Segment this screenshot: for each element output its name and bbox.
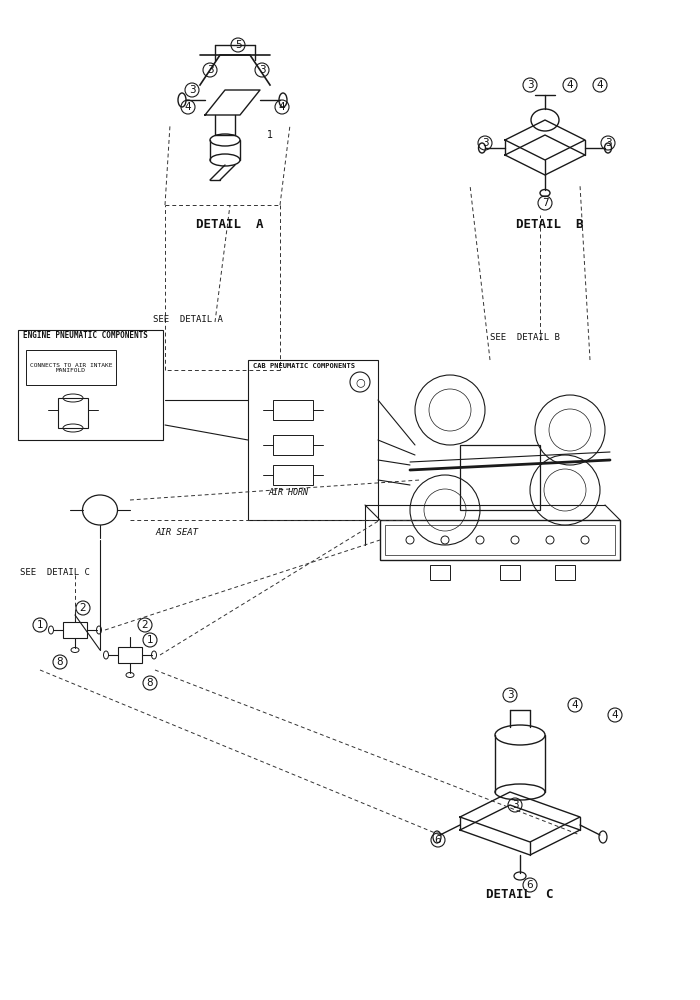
Text: ○: ○: [355, 377, 365, 387]
Text: 3: 3: [605, 138, 611, 148]
Text: 3: 3: [206, 65, 214, 75]
Text: SEE  DETAIL B: SEE DETAIL B: [490, 333, 560, 342]
Text: AIR SEAT: AIR SEAT: [155, 528, 198, 537]
Bar: [18, 330, 163, 440]
Bar: [430, 565, 450, 580]
Text: 4: 4: [185, 102, 191, 112]
Text: 1: 1: [147, 635, 153, 645]
Bar: [273, 435, 313, 455]
Text: 2: 2: [80, 603, 86, 613]
Text: 6: 6: [526, 880, 533, 890]
Bar: [385, 525, 615, 555]
Text: CAB PNEUMATIC COMPONENTS: CAB PNEUMATIC COMPONENTS: [253, 363, 355, 369]
Bar: [380, 520, 620, 560]
Text: 1: 1: [267, 130, 273, 140]
Text: 4: 4: [612, 710, 618, 720]
Bar: [248, 360, 378, 520]
Text: 8: 8: [57, 657, 63, 667]
Bar: [273, 465, 313, 485]
Text: SEE  DETAIL C: SEE DETAIL C: [20, 568, 90, 577]
Text: 3: 3: [512, 800, 518, 810]
Text: AIR HORN: AIR HORN: [268, 488, 308, 497]
Text: 3: 3: [507, 690, 513, 700]
Text: 4: 4: [279, 102, 286, 112]
Text: 6: 6: [435, 835, 441, 845]
Bar: [500, 565, 520, 580]
Text: 3: 3: [189, 85, 195, 95]
Text: 2: 2: [141, 620, 148, 630]
Text: 5: 5: [234, 40, 241, 50]
Text: 4: 4: [567, 80, 573, 90]
Text: 4: 4: [572, 700, 578, 710]
Text: CONNECTS TO AIR INTAKE
MANIFOLD: CONNECTS TO AIR INTAKE MANIFOLD: [29, 363, 112, 373]
Text: 4: 4: [596, 80, 603, 90]
Bar: [63, 622, 87, 638]
Bar: [460, 445, 540, 510]
Text: DETAIL  C: DETAIL C: [486, 888, 554, 902]
Text: 7: 7: [542, 198, 548, 208]
Bar: [118, 647, 142, 663]
Text: 3: 3: [482, 138, 489, 148]
Text: 3: 3: [259, 65, 265, 75]
Bar: [555, 565, 575, 580]
Text: 1: 1: [36, 620, 43, 630]
Text: 3: 3: [526, 80, 533, 90]
Text: ENGINE PNEUMATIC COMPONENTS: ENGINE PNEUMATIC COMPONENTS: [23, 331, 148, 340]
Bar: [26, 350, 116, 385]
Text: DETAIL  B: DETAIL B: [517, 219, 584, 232]
Text: DETAIL  A: DETAIL A: [196, 219, 264, 232]
Bar: [58, 398, 88, 428]
Text: 8: 8: [147, 678, 153, 688]
Text: SEE  DETAIL A: SEE DETAIL A: [153, 315, 223, 324]
Bar: [273, 400, 313, 420]
